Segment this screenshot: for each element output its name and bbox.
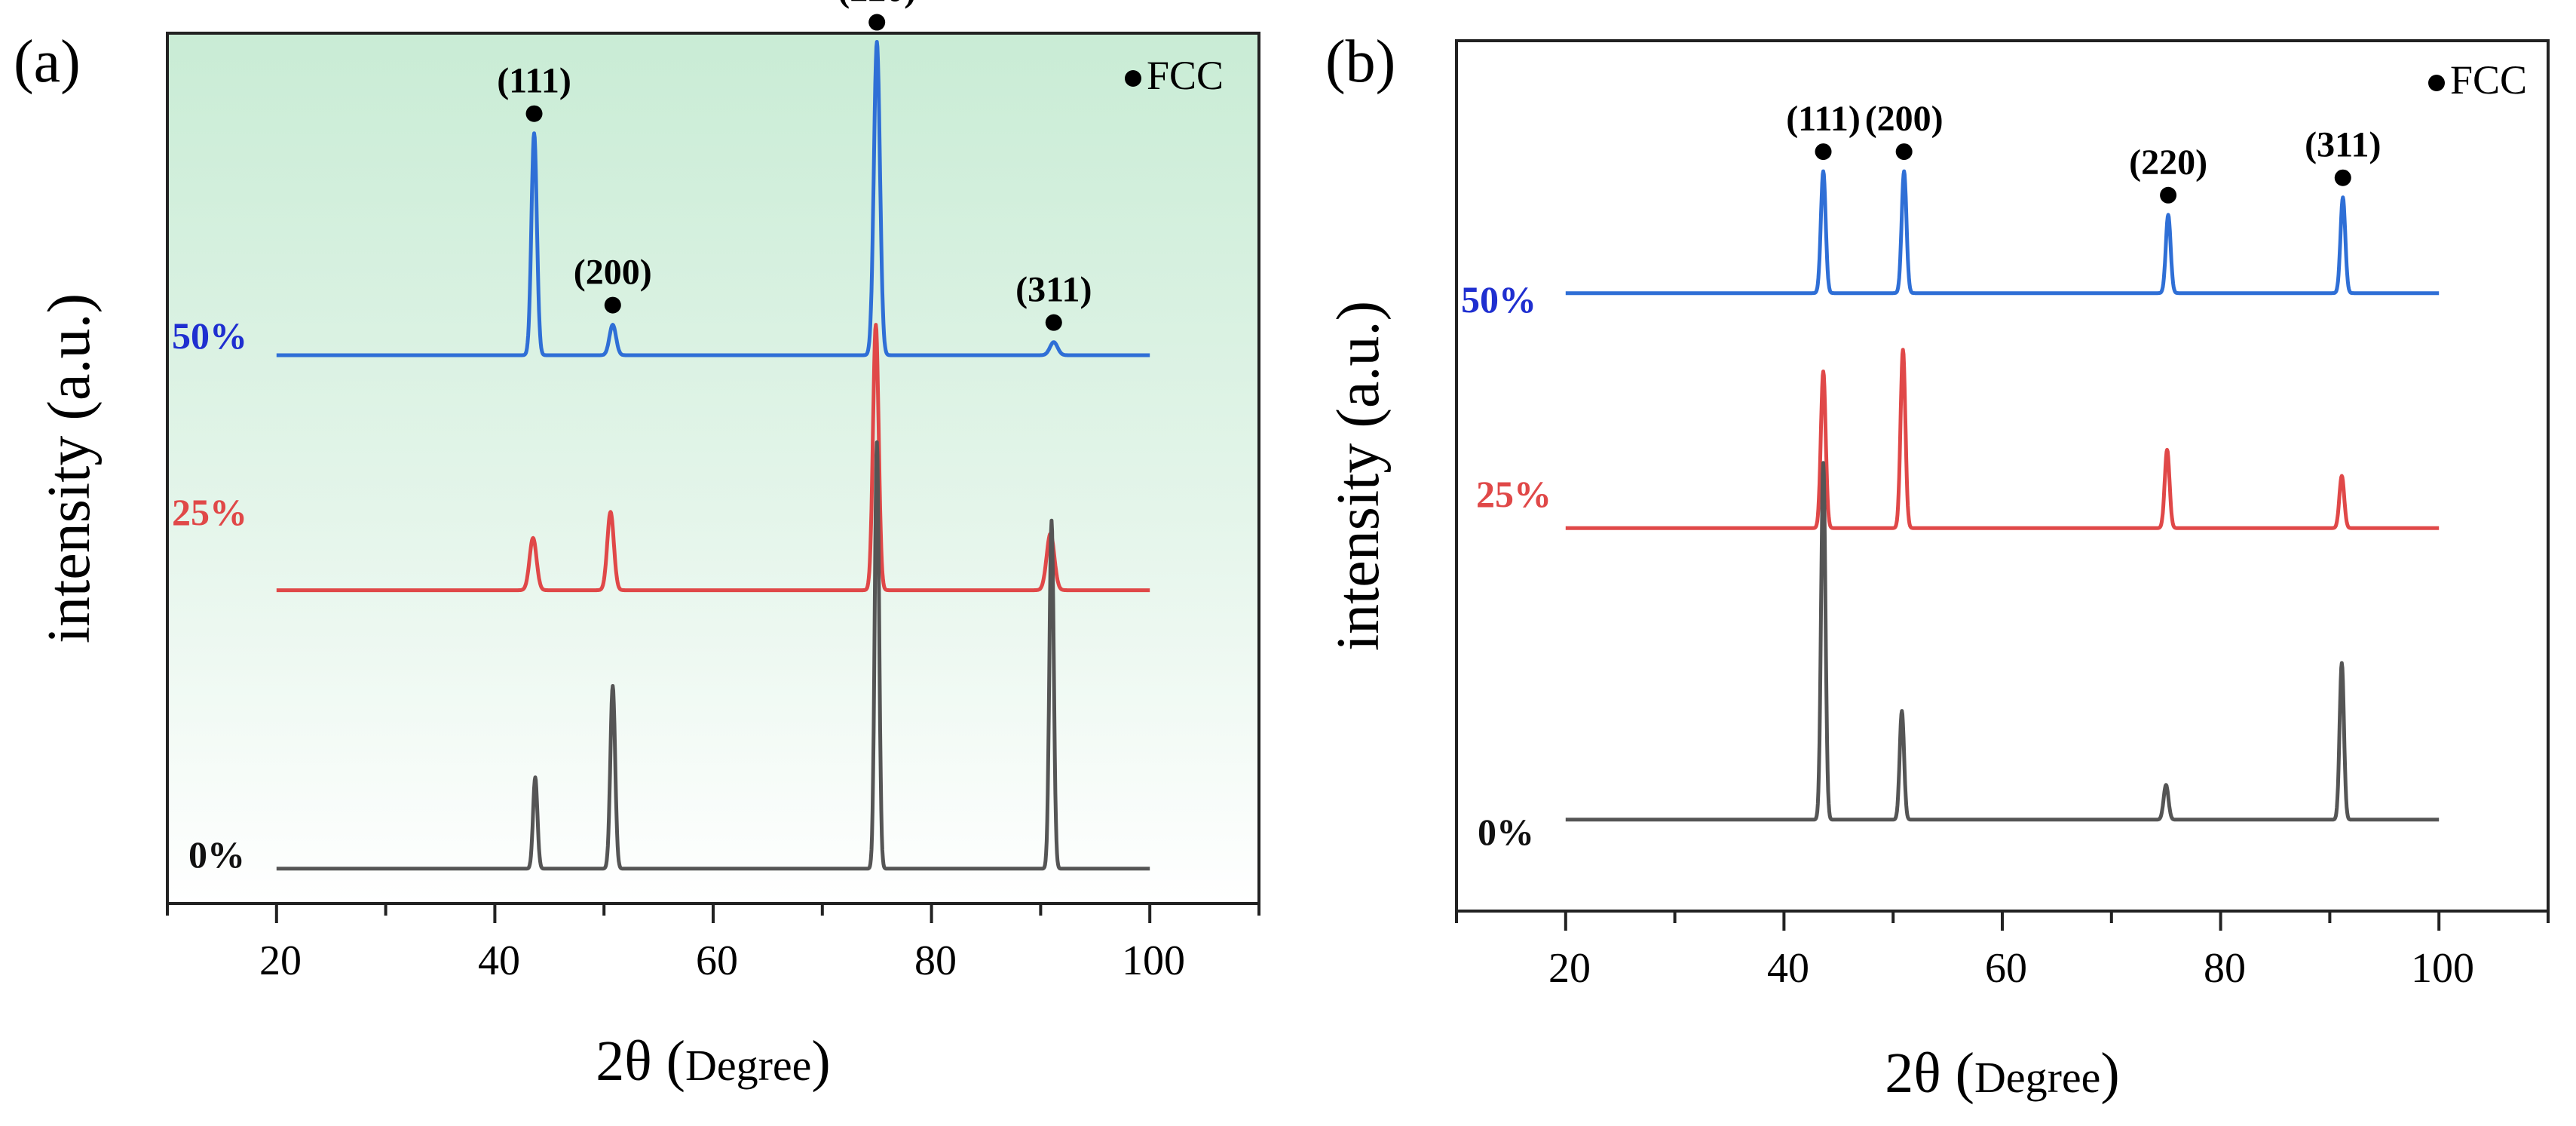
x-ticks-b <box>1455 911 2550 931</box>
series-line-50pct <box>1564 169 2440 296</box>
x-tick-label: 100 <box>1122 937 1185 984</box>
x-ticks-a <box>166 904 1260 923</box>
series-line-25pct <box>275 323 1151 593</box>
y-axis-label-a: intensity (a.u.) <box>36 293 103 643</box>
fcc-peak-marker <box>1895 143 1913 161</box>
fcc-peak-marker <box>1815 143 1832 161</box>
series-label-25-a: 25% <box>172 491 247 533</box>
y-axis-label-b: intensity (a.u.) <box>1325 301 1392 651</box>
x-tick-label: 20 <box>1548 945 1591 992</box>
annotations-a: (111) (200) (220) (311) <box>497 0 1092 331</box>
panel-label-a: (a) <box>14 29 81 95</box>
legend-text-b: FCC <box>2450 57 2527 103</box>
panel-a: (a) 20 40 60 80 100 2θ (Degree) intensit… <box>14 0 1260 1093</box>
x-tick-labels-a: 20 40 60 80 100 <box>259 937 1185 984</box>
x-axis-label-b: 2θ (Degree) <box>1885 1042 2119 1105</box>
peak-index-label: (200) <box>574 253 652 293</box>
panel-label-b: (b) <box>1325 29 1395 95</box>
x-tick-label: 80 <box>2204 945 2246 992</box>
series-group-b <box>1564 169 2440 822</box>
x-axis-label-a: 2θ (Degree) <box>596 1029 830 1093</box>
peak-index-label: (311) <box>2305 125 2381 165</box>
annotations-b: (111) (200) (220) (311) <box>1786 99 2381 204</box>
fcc-peak-marker <box>604 296 621 314</box>
fcc-peak-marker <box>2160 186 2177 204</box>
series-label-50-b: 50% <box>1461 278 1536 321</box>
legend-marker-b <box>2428 75 2445 91</box>
series-label-0-b: 0% <box>1478 811 1534 853</box>
legend-marker-a <box>1125 70 1141 87</box>
fcc-peak-marker <box>525 105 543 122</box>
peak-index-label: (200) <box>1865 99 1943 139</box>
series-line-0pct <box>275 440 1151 871</box>
x-tick-label: 80 <box>914 937 957 984</box>
plot-area-a <box>166 32 1260 905</box>
peak-index-label: (111) <box>1786 99 1861 139</box>
x-tick-label: 40 <box>478 937 520 984</box>
plot-area-b <box>1455 39 2550 913</box>
x-tick-label: 60 <box>1985 945 2027 992</box>
fcc-peak-marker <box>2334 169 2351 186</box>
series-label-0-a: 0% <box>188 833 245 876</box>
legend-text-a: FCC <box>1147 53 1224 98</box>
x-tick-label: 20 <box>259 937 302 984</box>
panel-b: (b) 20 40 60 80 100 2θ (Degree) intensit… <box>1325 29 2550 1105</box>
x-tick-label: 100 <box>2411 945 2474 992</box>
fcc-peak-marker <box>1045 314 1062 331</box>
series-label-25-b: 25% <box>1476 473 1551 515</box>
x-tick-label: 60 <box>696 937 738 984</box>
x-tick-labels-b: 20 40 60 80 100 <box>1548 945 2474 992</box>
series-line-25pct <box>1564 348 2440 530</box>
series-group-a <box>275 40 1151 871</box>
series-line-50pct <box>275 40 1151 357</box>
fcc-peak-marker <box>868 14 886 31</box>
series-line-0pct <box>1564 461 2440 822</box>
peak-index-label: (311) <box>1015 270 1092 310</box>
series-label-50-a: 50% <box>172 314 247 357</box>
peak-index-label: (111) <box>497 61 571 101</box>
peak-index-label: (220) <box>838 0 916 10</box>
peak-index-label: (220) <box>2129 143 2207 183</box>
x-tick-label: 40 <box>1767 945 1809 992</box>
